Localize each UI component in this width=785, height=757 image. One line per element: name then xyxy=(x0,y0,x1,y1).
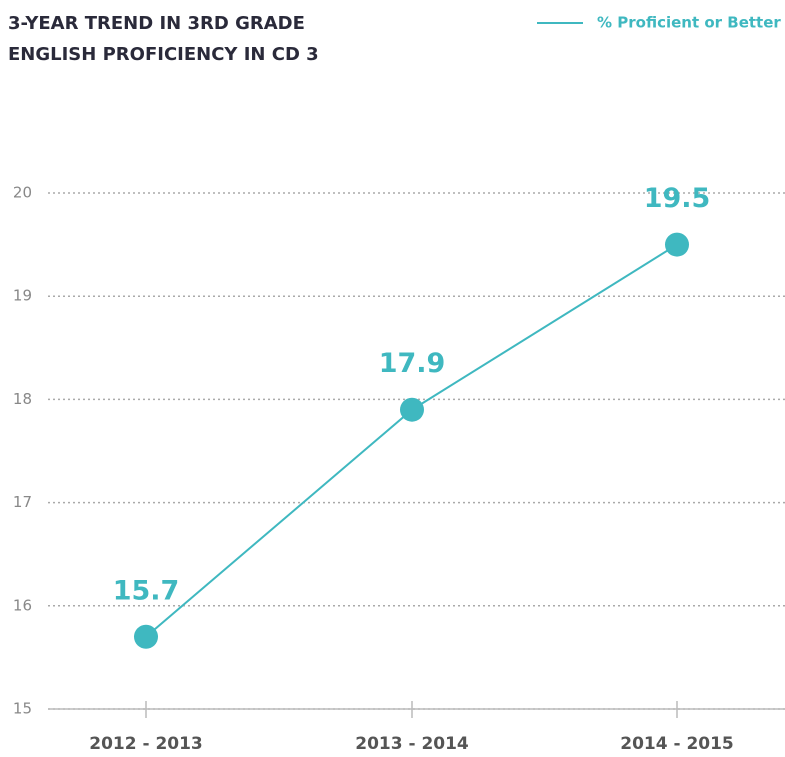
x-tick-label: 2014 - 2015 xyxy=(620,734,734,754)
chart-title: 3-YEAR TREND IN 3RD GRADE ENGLISH PROFIC… xyxy=(8,13,319,65)
y-tick-label: 19 xyxy=(13,287,32,305)
point xyxy=(400,397,424,422)
line xyxy=(145,243,678,638)
y-tick-label: 18 xyxy=(13,390,32,408)
data-label: 17.9 xyxy=(379,348,446,379)
y-tick-label: 20 xyxy=(13,184,32,202)
data-label: 19.5 xyxy=(644,183,711,214)
y-tick-label: 17 xyxy=(13,493,32,511)
x-tick-label: 2012 - 2013 xyxy=(89,734,203,754)
data-label: 15.7 xyxy=(113,575,180,606)
y-tick-label: 15 xyxy=(13,700,32,718)
legend-label: % Proficient or Better xyxy=(597,14,781,32)
x-tick-label: 2013 - 2014 xyxy=(355,734,469,754)
point xyxy=(134,624,158,649)
y-tick-label: 16 xyxy=(13,596,32,614)
point xyxy=(665,232,689,257)
